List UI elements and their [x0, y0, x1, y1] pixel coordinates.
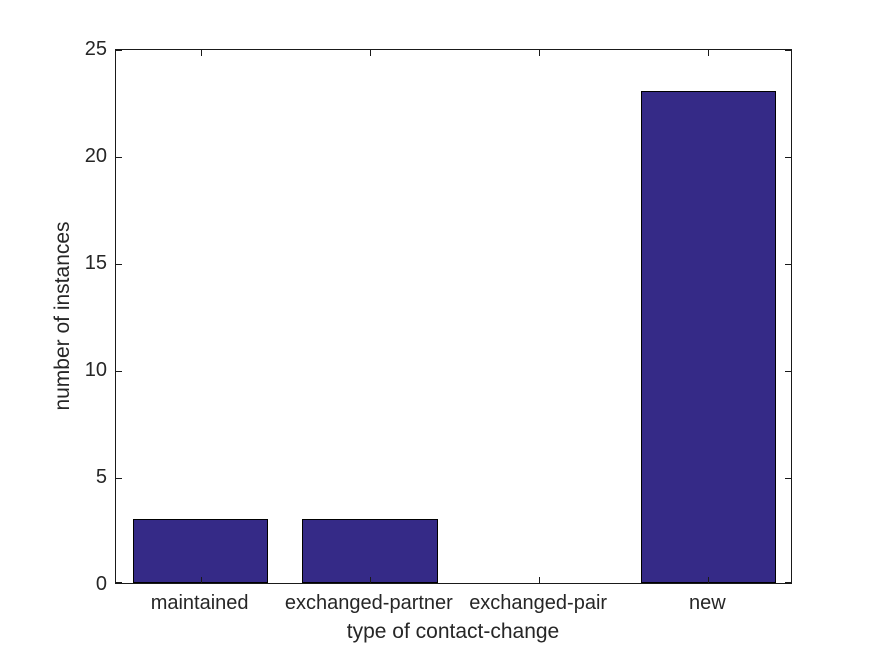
y-tick-left: [116, 157, 122, 158]
y-tick-left: [116, 264, 122, 265]
y-tick-left: [116, 371, 122, 372]
x-tick-top: [539, 50, 541, 56]
x-tick-bottom: [200, 577, 202, 583]
y-axis-label: number of instances: [51, 221, 74, 411]
y-tick-right: [785, 582, 791, 583]
y-tick-right: [785, 371, 791, 372]
y-tick-right: [785, 264, 791, 265]
y-tick-left: [116, 478, 122, 479]
x-tick-label-exchanged-pair: exchanged-pair: [469, 592, 608, 614]
plot-area: [115, 49, 792, 584]
y-tick-label-20: 20: [84, 145, 107, 167]
x-tick-label-exchanged-partner: exchanged-partner: [284, 592, 453, 614]
y-tick-label-25: 25: [84, 38, 107, 60]
y-tick-right: [785, 157, 791, 158]
y-tick-label-10: 10: [84, 359, 107, 381]
x-tick-top: [369, 50, 371, 56]
y-tick-right: [785, 50, 791, 51]
x-tick-label-new: new: [689, 592, 726, 614]
x-tick-top: [200, 50, 202, 56]
x-tick-bottom: [539, 577, 541, 583]
y-tick-label-0: 0: [95, 573, 107, 595]
y-tick-left: [116, 50, 122, 51]
y-tick-left: [116, 582, 122, 583]
x-axis-label: type of contact-change: [346, 620, 560, 643]
x-tick-top: [708, 50, 710, 56]
x-tick-label-maintained: maintained: [150, 592, 249, 614]
bar-exchanged-partner: [302, 518, 438, 583]
y-tick-label-15: 15: [84, 252, 107, 274]
y-tick-right: [785, 478, 791, 479]
x-tick-bottom: [369, 577, 371, 583]
y-tick-label-5: 5: [95, 466, 107, 488]
x-tick-bottom: [708, 577, 710, 583]
bar-maintained: [132, 518, 269, 583]
bar-new: [640, 90, 777, 583]
